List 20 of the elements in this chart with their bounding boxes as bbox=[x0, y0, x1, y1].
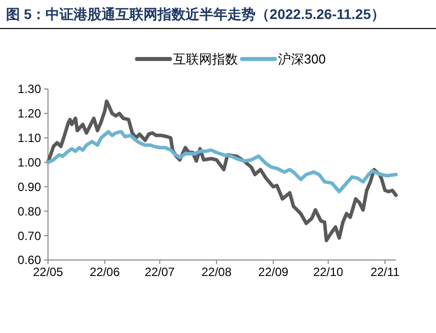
x-tick-label: 22/10 bbox=[313, 265, 344, 279]
y-tick-label: 0.70 bbox=[18, 228, 42, 243]
x-tick-label: 22/08 bbox=[201, 265, 232, 279]
x-tick-label: 22/05 bbox=[32, 265, 64, 279]
y-tick-label: 1.10 bbox=[18, 131, 42, 146]
y-tick-label: 1.20 bbox=[18, 106, 42, 121]
y-tick-label: 1.30 bbox=[18, 82, 42, 96]
y-tick-label: 0.80 bbox=[18, 204, 42, 218]
x-tick-label: 22/11 bbox=[370, 265, 400, 279]
y-tick-label: 1.00 bbox=[18, 155, 42, 170]
x-tick-label: 22/09 bbox=[258, 265, 289, 279]
x-tick-label: 22/06 bbox=[90, 265, 120, 279]
chart-title: 图 5：中证港股通互联网指数近半年走势（2022.5.26-11.25） bbox=[6, 6, 385, 22]
y-tick-label: 0.60 bbox=[18, 253, 42, 268]
legend-label: 互联网指数 bbox=[173, 52, 238, 67]
x-tick-label: 22/07 bbox=[144, 265, 176, 279]
legend-label: 沪深300 bbox=[278, 52, 326, 67]
line-series bbox=[46, 130, 398, 194]
y-tick-label: 0.90 bbox=[18, 180, 42, 194]
line-series bbox=[46, 99, 398, 242]
